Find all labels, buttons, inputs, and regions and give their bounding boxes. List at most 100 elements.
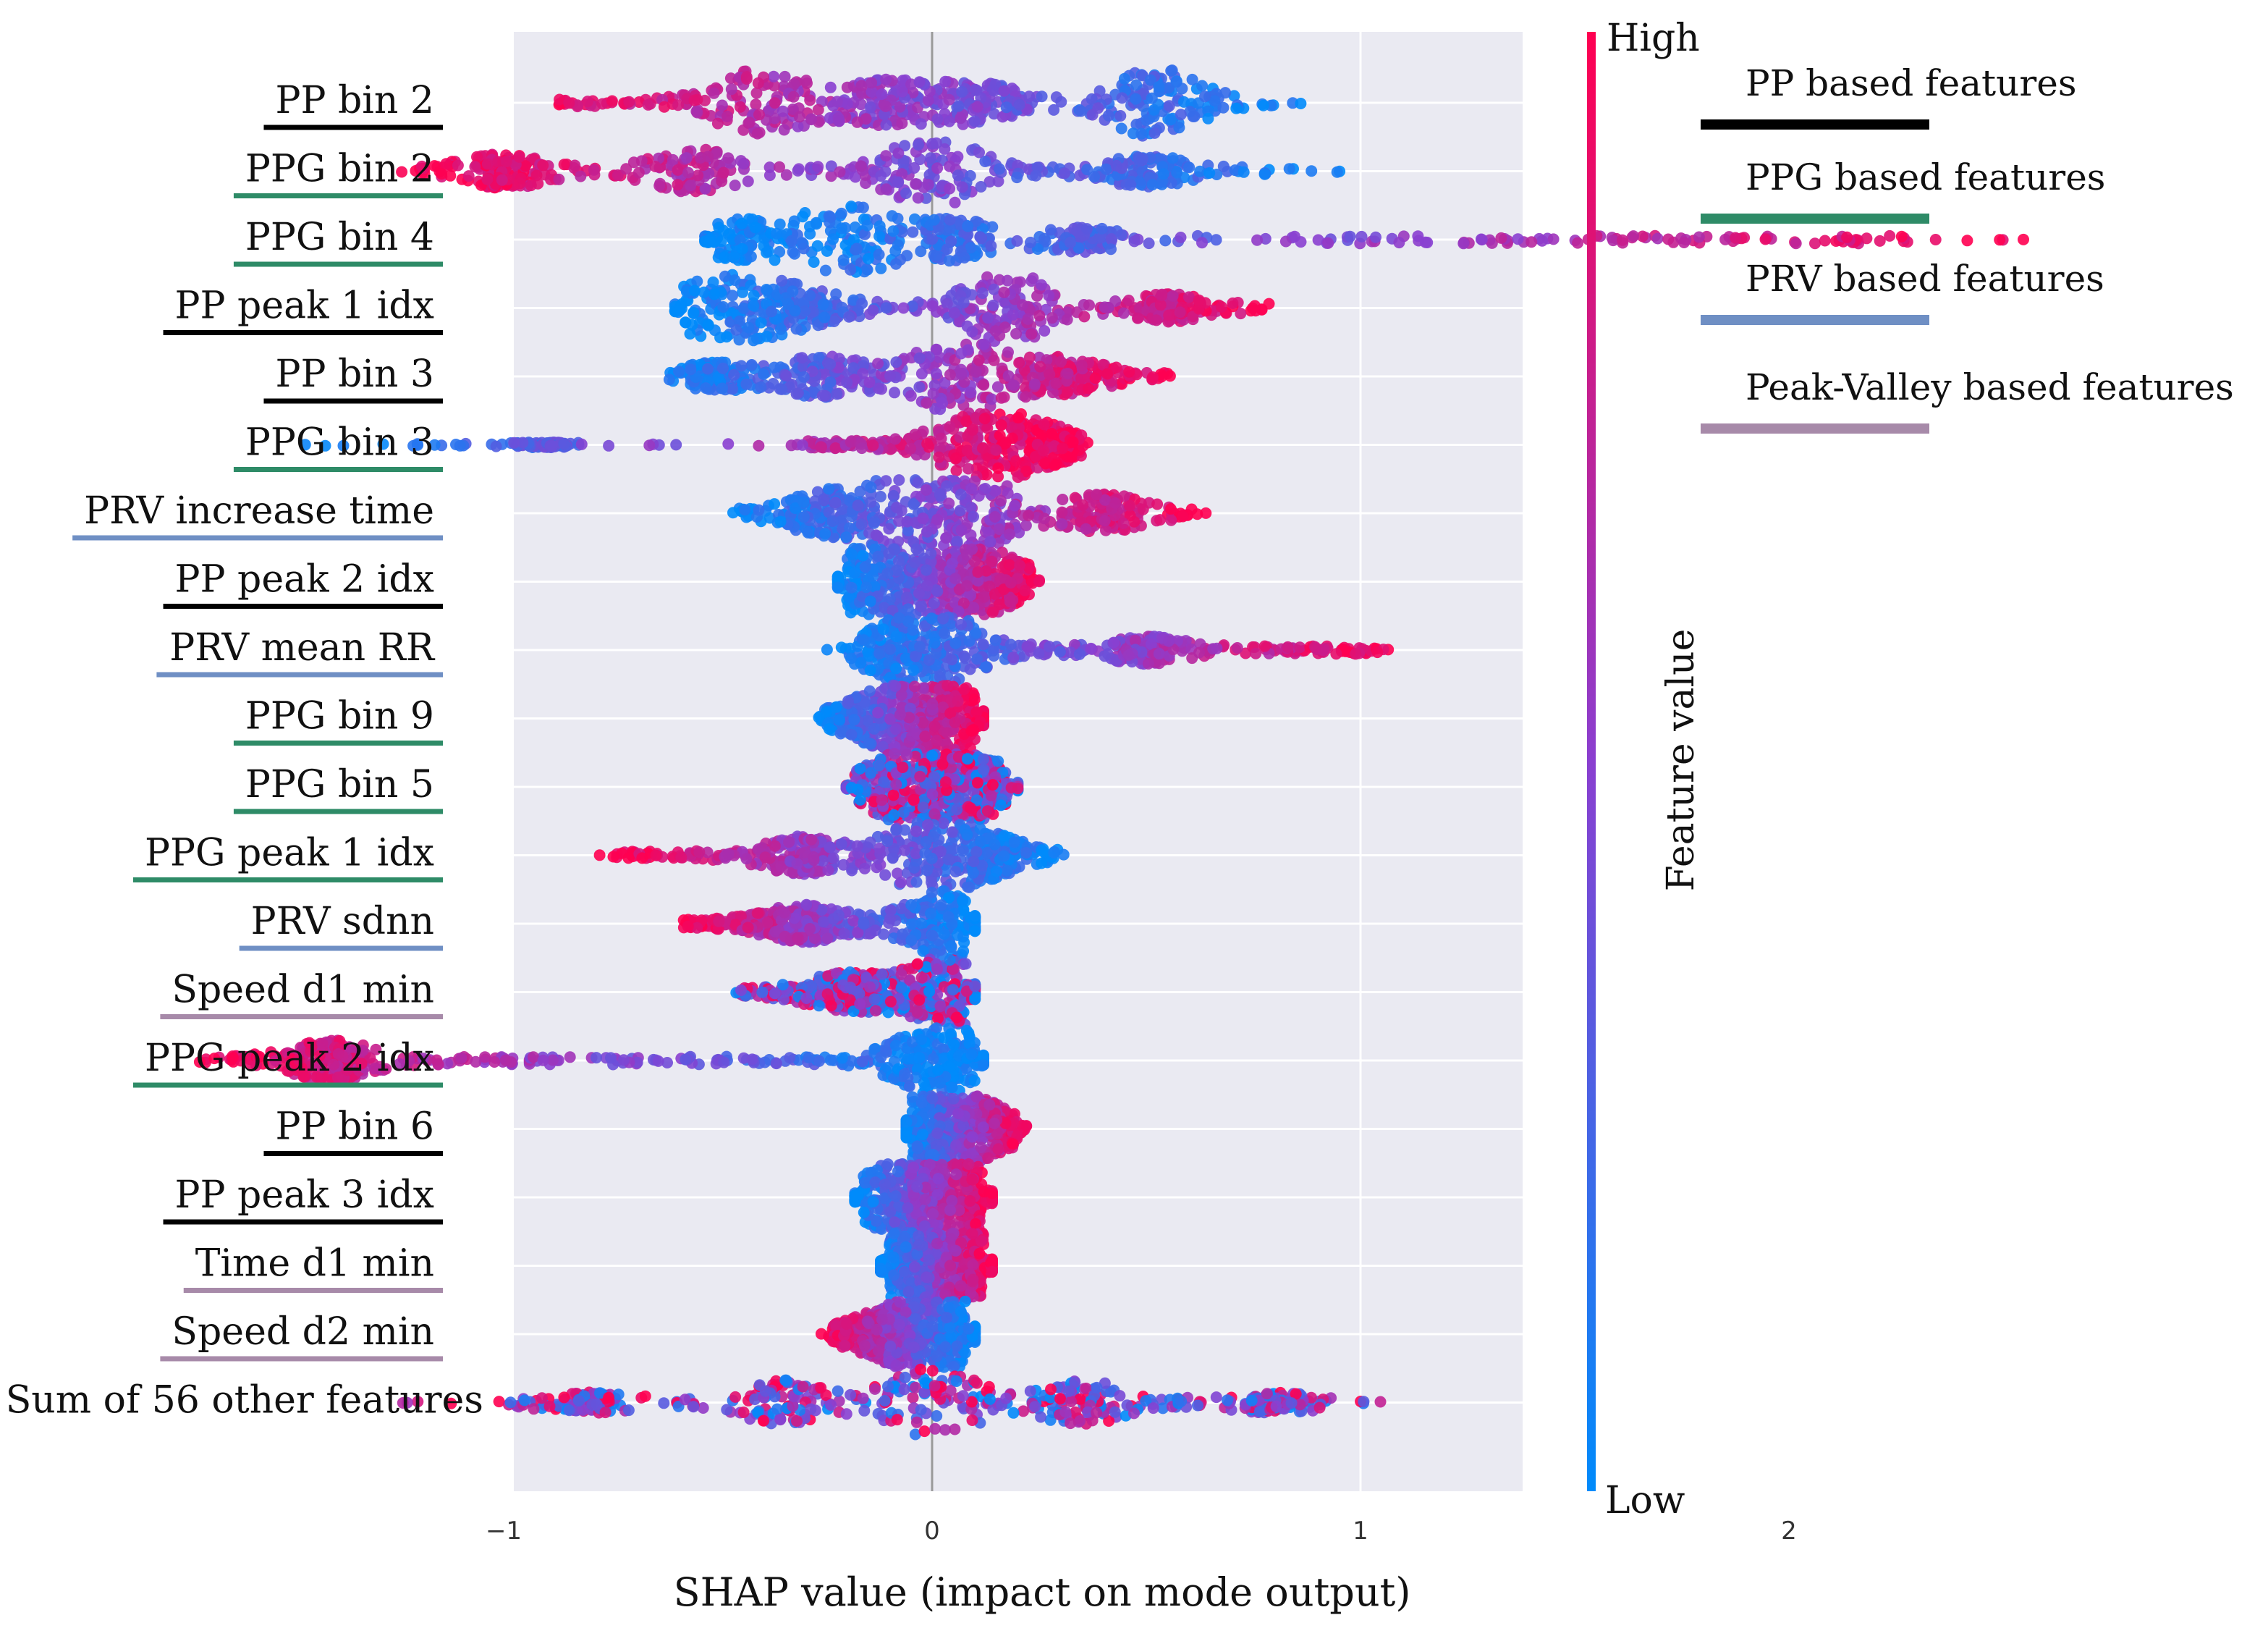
shap-point <box>496 174 508 186</box>
shap-point <box>1002 274 1014 287</box>
shap-point <box>862 253 874 265</box>
shap-point <box>1044 641 1055 653</box>
shap-point <box>1077 499 1089 511</box>
shap-point <box>1148 127 1161 139</box>
shap-point <box>907 498 920 510</box>
shap-point <box>737 302 750 314</box>
shap-point <box>957 297 970 308</box>
shap-point <box>825 160 837 172</box>
shap-point <box>827 233 839 245</box>
shap-point <box>1127 127 1139 140</box>
shap-point <box>866 86 878 98</box>
shap-point <box>1231 642 1243 654</box>
shap-point <box>821 245 833 257</box>
shap-point <box>1115 122 1127 135</box>
shap-point <box>1004 528 1016 540</box>
shap-point <box>880 183 892 195</box>
shap-point <box>1476 234 1488 246</box>
shap-point <box>750 87 763 99</box>
shap-point <box>711 147 723 159</box>
shap-point <box>968 510 979 523</box>
shap-point <box>873 382 885 395</box>
shap-point <box>819 528 832 540</box>
shap-point <box>1164 114 1177 126</box>
shap-point <box>1371 646 1384 659</box>
shap-point <box>1884 229 1896 242</box>
shap-point <box>1250 647 1262 659</box>
shap-point <box>1217 160 1230 172</box>
shap-point <box>1049 459 1062 471</box>
shap-point <box>972 566 984 578</box>
shap-point <box>1961 235 1973 247</box>
shap-point <box>627 156 640 169</box>
shap-point <box>880 150 892 162</box>
shap-point <box>558 438 570 450</box>
shap-point <box>890 662 902 675</box>
shap-point <box>1086 93 1098 105</box>
shap-point <box>832 571 844 583</box>
shap-point <box>978 591 990 603</box>
shap-point <box>575 438 588 450</box>
shap-point <box>685 180 696 192</box>
shap-point <box>809 495 821 507</box>
shap-point <box>944 368 956 381</box>
shap-point <box>931 249 942 261</box>
shap-point <box>965 387 977 399</box>
shap-point <box>1861 232 1873 245</box>
shap-point <box>917 513 929 524</box>
shap-point <box>1109 295 1122 307</box>
shap-point <box>785 235 797 247</box>
shap-point <box>908 162 921 174</box>
shap-point <box>1083 382 1095 395</box>
shap-point <box>1057 442 1069 455</box>
shap-point <box>1004 577 1017 589</box>
shap-point <box>864 595 876 607</box>
shap-point <box>774 218 786 230</box>
shap-point <box>490 440 502 452</box>
shap-point <box>779 70 791 83</box>
shap-point <box>748 290 760 302</box>
feature-row-points <box>396 136 1346 208</box>
shap-point <box>865 481 877 494</box>
shap-point <box>1105 243 1117 256</box>
shap-point <box>1009 499 1021 512</box>
shap-point <box>890 258 902 270</box>
shap-point <box>989 634 1002 646</box>
shap-point <box>1136 152 1148 164</box>
shap-point <box>737 286 748 298</box>
shap-point <box>1173 122 1185 134</box>
shap-point <box>1033 647 1045 659</box>
shap-point <box>855 442 868 455</box>
shap-point <box>776 383 788 395</box>
shap-point <box>1024 351 1036 363</box>
shap-point <box>1809 237 1821 250</box>
shap-point <box>1011 172 1023 184</box>
shap-point <box>1536 235 1548 247</box>
shap-point <box>653 180 666 192</box>
shap-point <box>1207 643 1219 655</box>
shap-point <box>708 288 720 300</box>
shap-point <box>1294 641 1306 654</box>
shap-point <box>986 606 999 618</box>
shap-point <box>1512 233 1524 245</box>
shap-point <box>1143 237 1155 250</box>
shap-point <box>774 161 785 173</box>
shap-point <box>977 442 989 455</box>
shap-point <box>769 254 781 266</box>
shap-point <box>1350 648 1362 660</box>
shap-point <box>944 214 956 226</box>
shap-point <box>688 284 701 297</box>
shap-point <box>890 631 902 643</box>
shap-point <box>831 388 843 400</box>
shap-point <box>1217 101 1230 114</box>
shap-point <box>843 311 855 323</box>
shap-point <box>1075 105 1087 117</box>
shap-point <box>804 228 816 240</box>
shap-point <box>920 564 932 576</box>
shap-point <box>1025 328 1038 340</box>
shap-point <box>931 162 944 174</box>
shap-point <box>1101 368 1114 380</box>
shap-point <box>845 581 858 594</box>
shap-point <box>850 171 861 183</box>
shap-point <box>596 98 609 110</box>
